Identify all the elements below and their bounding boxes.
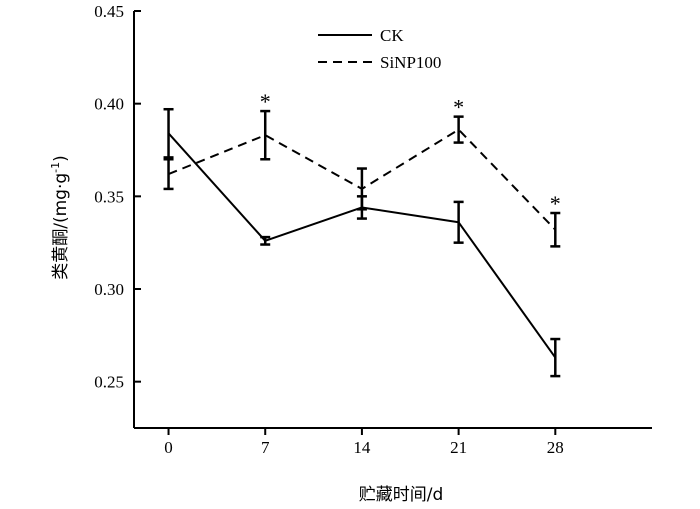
x-axis-title: 贮藏时间/d	[359, 485, 444, 505]
y-axis-title: 类黄酮/(mg·g-1)	[49, 155, 71, 280]
y-tick-label: 0.30	[94, 280, 124, 299]
x-tick-label: 28	[547, 438, 564, 457]
x-tick-label: 21	[450, 438, 467, 457]
y-axis-ticks: 0.25 0.30 0.35 0.40 0.45	[94, 2, 141, 392]
y-tick-label: 0.45	[94, 2, 124, 21]
significance-markers: * * *	[260, 89, 561, 216]
legend-label-ck: CK	[380, 26, 404, 45]
x-axis-ticks: 0 7 14 21 28	[164, 428, 564, 457]
series-line-ck	[167, 132, 557, 359]
x-tick-label: 14	[353, 438, 371, 457]
series-layer	[163, 107, 561, 378]
significance-marker: *	[453, 95, 464, 120]
x-tick-label: 0	[164, 438, 173, 457]
y-axis-title-close: )	[51, 155, 71, 162]
y-tick-label: 0.40	[94, 95, 124, 114]
significance-marker: *	[550, 191, 561, 216]
y-tick-label: 0.35	[94, 187, 124, 206]
significance-marker: *	[260, 89, 271, 114]
x-tick-label: 7	[261, 438, 270, 457]
y-tick-label: 0.25	[94, 373, 124, 392]
y-axis-title-superscript: -1	[49, 162, 62, 173]
legend: CK SiNP100	[318, 26, 441, 72]
legend-label-sinp100: SiNP100	[380, 53, 441, 72]
y-axis-title-main: 类黄酮/(mg·g	[51, 173, 71, 280]
